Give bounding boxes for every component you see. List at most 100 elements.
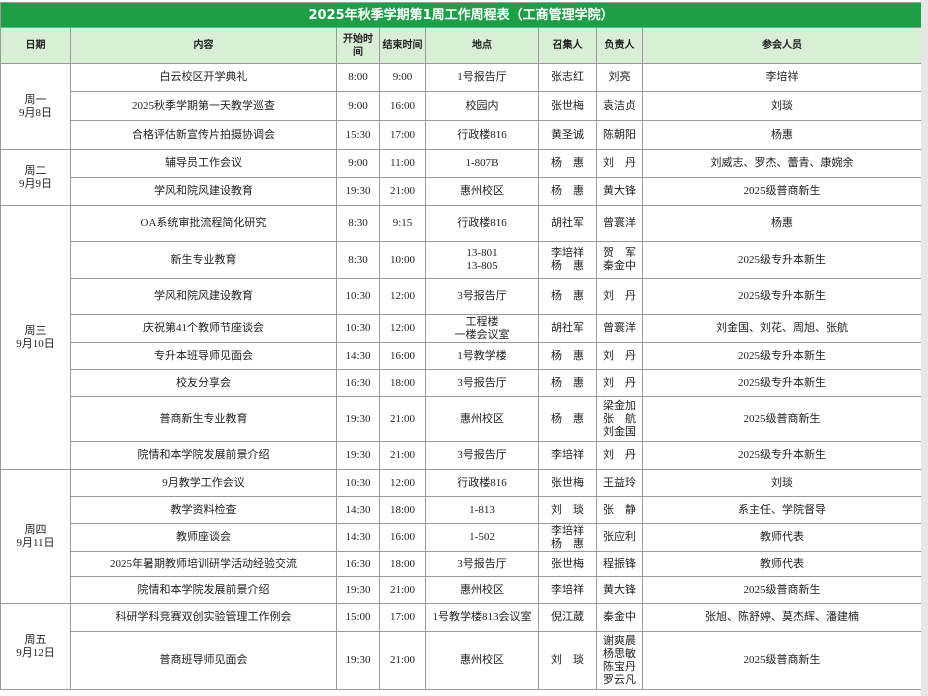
content: 庆祝第41个教师节座谈会 bbox=[70, 314, 337, 343]
end-time: 12:00 bbox=[379, 278, 426, 315]
convener: 黄圣诚 bbox=[538, 120, 597, 150]
start-time: 10:30 bbox=[336, 469, 380, 497]
end-time: 16:00 bbox=[379, 342, 426, 370]
location: 1号教学楼 bbox=[425, 342, 539, 370]
end-time: 21:00 bbox=[379, 177, 426, 206]
convener: 张世梅 bbox=[538, 551, 597, 577]
content: 普商班导师见面会 bbox=[70, 631, 337, 690]
end-time: 21:00 bbox=[379, 396, 426, 442]
day-cell: 周五 9月12日 bbox=[0, 603, 71, 690]
attendees: 2025级专升本新生 bbox=[641, 241, 923, 279]
weekday: 周二 bbox=[24, 164, 47, 177]
content: 教师座谈会 bbox=[70, 523, 337, 552]
start-time: 19:30 bbox=[336, 441, 380, 470]
event-row: 周一 9月8日 白云校区开学典礼 8:00 9:00 1号报告厅 张志红 刘亮 李培祥 bbox=[0, 63, 923, 150]
start-time: 8:00 bbox=[336, 63, 380, 92]
event-row: 庆祝第41个教师节座谈会 10:30 12:00 工程楼 一楼会议室 胡社军 曾寰洋 刘金国… bbox=[1, 314, 923, 343]
convener: 刘 琰 bbox=[538, 496, 597, 524]
content: 学风和院风建设教育 bbox=[70, 177, 337, 206]
location: 行政楼816 bbox=[425, 469, 539, 497]
end-time: 16:00 bbox=[379, 91, 426, 121]
attendees: 李培祥 bbox=[641, 63, 923, 92]
content: 9月教学工作会议 bbox=[70, 469, 337, 497]
content: 科研学科竞赛双创实验管理工作例会 bbox=[70, 603, 337, 632]
event-row: 院情和本学院发展前景介绍 19:30 21:00 3号报告厅 李培祥刘 丹 2025级专升… bbox=[1, 441, 923, 470]
start-time: 10:30 bbox=[336, 314, 380, 343]
location: 1号教学楼813会议室 bbox=[425, 603, 539, 632]
location: 惠州校区 bbox=[425, 396, 539, 442]
start-time: 9:00 bbox=[336, 91, 380, 121]
convener: 李培祥 杨 惠 bbox=[538, 523, 597, 552]
convener: 胡社军 bbox=[538, 205, 597, 242]
owner: 刘 丹 bbox=[596, 441, 643, 470]
end-time: 17:00 bbox=[379, 120, 426, 150]
start-time: 16:30 bbox=[336, 369, 380, 397]
start-time: 14:30 bbox=[336, 523, 380, 552]
convener: 李培祥 bbox=[538, 576, 597, 604]
date: 9月10日 bbox=[16, 337, 55, 350]
owner: 刘亮 bbox=[596, 63, 643, 92]
column-header: 内容 bbox=[70, 27, 337, 64]
start-time: 19:30 bbox=[336, 576, 380, 604]
end-time: 10:00 bbox=[379, 241, 426, 279]
attendees: 刘琰 bbox=[641, 91, 923, 121]
content: 院情和本学院发展前景介绍 bbox=[70, 576, 337, 604]
title-row: 2025年秋季学期第1周工作周程表（工商管理学院） bbox=[0, 2, 923, 28]
event-row: 教师座谈会 14:30 16:00 1-502 李培祥 杨 惠张应利 教师代表 bbox=[1, 523, 923, 552]
content: 普商新生专业教育 bbox=[70, 396, 337, 442]
location: 行政楼816 bbox=[425, 120, 539, 150]
day-cell: 周一 9月8日 bbox=[0, 63, 71, 150]
weekday: 周三 bbox=[24, 324, 47, 337]
column-header: 开始时间 bbox=[336, 27, 380, 64]
convener: 张世梅 bbox=[538, 469, 597, 497]
convener: 李培祥 bbox=[538, 441, 597, 470]
attendees: 杨惠 bbox=[641, 120, 923, 150]
owner: 黄大锋 bbox=[596, 576, 643, 604]
owner: 刘 丹 bbox=[596, 149, 643, 178]
event-row: 周三 9月10日 OA系统审批流程简化研究 8:30 9:15 行政楼816 胡社军 曾寰洋杨… bbox=[0, 205, 923, 470]
column-header: 地点 bbox=[425, 27, 539, 64]
weekday: 周四 bbox=[24, 523, 47, 536]
end-time: 18:00 bbox=[379, 369, 426, 397]
start-time: 15:30 bbox=[336, 120, 380, 150]
content: 白云校区开学典礼 bbox=[70, 63, 337, 92]
start-time: 19:30 bbox=[336, 396, 380, 442]
event-row: 教学资料检查 14:30 18:00 1-813 刘 琰张 静系主任、学院督导 bbox=[1, 496, 923, 524]
location: 3号报告厅 bbox=[425, 441, 539, 470]
end-time: 9:15 bbox=[379, 205, 426, 242]
attendees: 2025级专升本新生 bbox=[641, 441, 923, 470]
convener: 张世梅 bbox=[538, 91, 597, 121]
event-row: 学风和院风建设教育 19:30 21:00 惠州校区杨 惠黄大锋 2025级普商新生 bbox=[1, 177, 923, 206]
event-row: 普商班导师见面会 19:30 21:00 惠州校区刘 琰谢爽晨 杨思敏 陈宝丹 罗云凡… bbox=[1, 631, 923, 690]
location: 1号报告厅 bbox=[425, 63, 539, 92]
content: 院情和本学院发展前景介绍 bbox=[70, 441, 337, 470]
content: 学风和院风建设教育 bbox=[70, 278, 337, 315]
owner: 黄大锋 bbox=[596, 177, 643, 206]
location: 3号报告厅 bbox=[425, 551, 539, 577]
date: 9月12日 bbox=[16, 646, 55, 659]
end-time: 9:00 bbox=[379, 63, 426, 92]
convener: 李培祥 杨 惠 bbox=[538, 241, 597, 279]
convener: 杨 惠 bbox=[538, 342, 597, 370]
location: 工程楼 一楼会议室 bbox=[425, 314, 539, 343]
start-time: 8:30 bbox=[336, 241, 380, 279]
content: 专升本班导师见面会 bbox=[70, 342, 337, 370]
owner: 曾寰洋 bbox=[596, 314, 643, 343]
end-time: 18:00 bbox=[379, 551, 426, 577]
attendees: 教师代表 bbox=[641, 523, 923, 552]
scroll-edge bbox=[921, 0, 928, 696]
owner: 梁金加 张 航 刘金国 bbox=[596, 396, 643, 442]
event-row: 校友分享会 16:30 18:00 3号报告厅杨 惠刘 丹 2025级专升本新生 bbox=[1, 369, 923, 397]
event-row: 周四 9月11日 9月教学工作会议 10:30 12:00 行政楼816 张世梅 王益玲 刘琰 bbox=[0, 469, 923, 604]
location: 惠州校区 bbox=[425, 576, 539, 604]
content: 辅导员工作会议 bbox=[70, 149, 337, 178]
start-time: 8:30 bbox=[336, 205, 380, 242]
location: 3号报告厅 bbox=[425, 278, 539, 315]
attendees: 张旭、陈舒婷、莫杰辉、潘建楠 bbox=[641, 603, 923, 632]
attendees: 系主任、学院督导 bbox=[641, 496, 923, 524]
location: 惠州校区 bbox=[425, 631, 539, 690]
